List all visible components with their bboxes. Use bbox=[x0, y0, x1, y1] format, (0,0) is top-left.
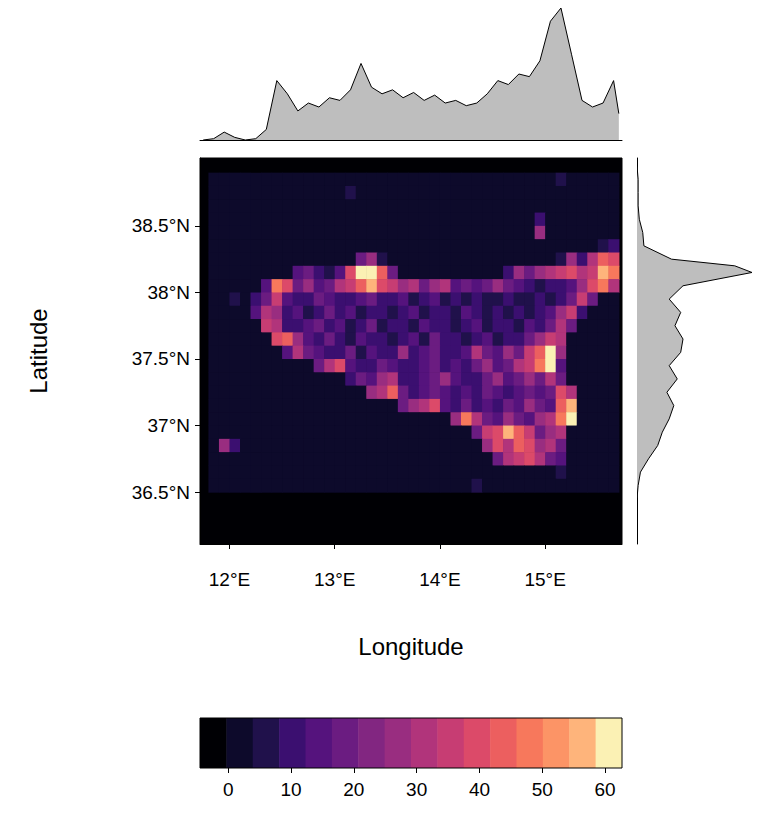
svg-text:12°E: 12°E bbox=[209, 569, 250, 590]
svg-text:38°N: 38°N bbox=[148, 282, 190, 303]
svg-text:50: 50 bbox=[532, 779, 553, 800]
svg-text:36.5°N: 36.5°N bbox=[132, 482, 190, 503]
svg-text:10: 10 bbox=[280, 779, 301, 800]
svg-text:38.5°N: 38.5°N bbox=[132, 215, 190, 236]
svg-text:20: 20 bbox=[343, 779, 364, 800]
svg-text:Longitude: Longitude bbox=[358, 633, 463, 660]
svg-text:37°N: 37°N bbox=[148, 415, 190, 436]
svg-text:40: 40 bbox=[469, 779, 490, 800]
svg-text:0: 0 bbox=[223, 779, 234, 800]
svg-text:30: 30 bbox=[406, 779, 427, 800]
svg-text:13°E: 13°E bbox=[314, 569, 355, 590]
svg-text:15°E: 15°E bbox=[524, 569, 565, 590]
svg-text:37.5°N: 37.5°N bbox=[132, 348, 190, 369]
svg-text:14°E: 14°E bbox=[419, 569, 460, 590]
svg-text:Latitude: Latitude bbox=[25, 308, 52, 393]
svg-text:60: 60 bbox=[594, 779, 615, 800]
